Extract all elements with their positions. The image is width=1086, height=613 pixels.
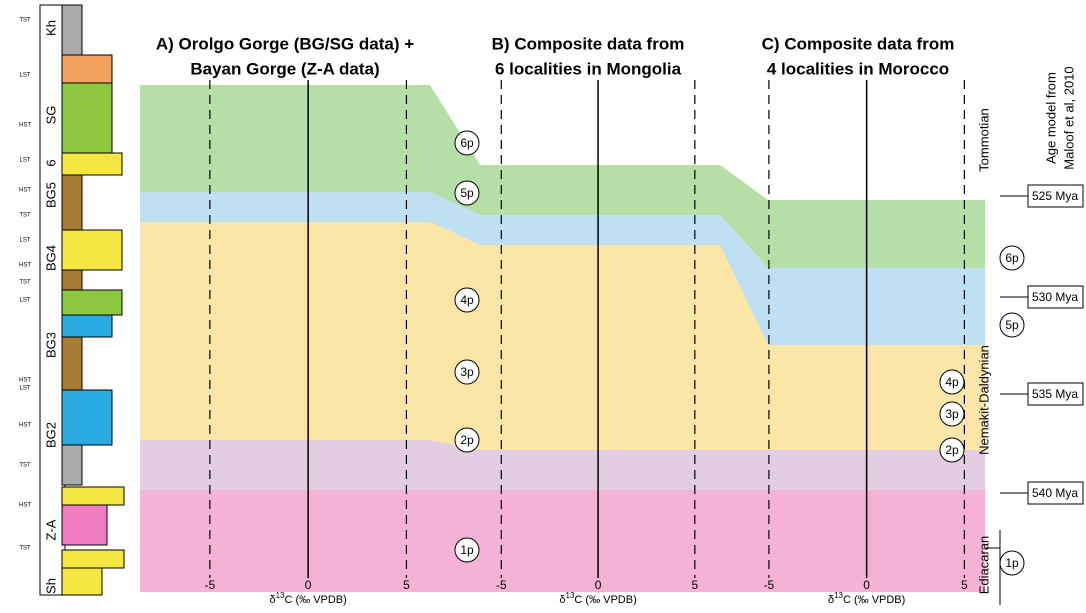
bed bbox=[62, 290, 122, 315]
x-tick-label: 5 bbox=[961, 578, 968, 592]
stage-label: Tommotian bbox=[976, 108, 991, 172]
stage-label: Ediacaran bbox=[976, 536, 991, 595]
age-label: 525 Mya bbox=[1032, 189, 1078, 203]
bed bbox=[62, 390, 112, 445]
tract-label: LST bbox=[19, 238, 30, 244]
zone-label: 1p bbox=[1005, 556, 1019, 570]
x-axis-label: δ13C (‰ VPDB) bbox=[559, 591, 636, 606]
x-tick-label: 0 bbox=[305, 578, 312, 592]
zone-label: 1p bbox=[460, 543, 474, 557]
x-tick-label: 5 bbox=[403, 578, 410, 592]
zone-label: 3p bbox=[945, 407, 959, 421]
tract-label: LST bbox=[19, 386, 30, 392]
zone-label: 5p bbox=[1005, 318, 1019, 332]
figure: Kh SG 6 BG5 BG4 BG3 BG2 Z-A Sh TST LST HST LST HST TST… bbox=[0, 0, 1086, 608]
x-tick-label: -5 bbox=[496, 578, 507, 592]
tract-label: LST bbox=[19, 158, 30, 164]
bed bbox=[62, 487, 124, 505]
bed bbox=[62, 83, 112, 153]
unit-label: BG5 bbox=[43, 182, 58, 208]
unit-label: BG4 bbox=[43, 245, 58, 271]
x-tick-label: 5 bbox=[691, 578, 698, 592]
bed bbox=[62, 153, 122, 175]
tract-label: LST bbox=[19, 298, 30, 304]
x-label-rest: C (‰ VPDB) bbox=[574, 594, 636, 606]
tract-label: TST bbox=[19, 546, 31, 552]
x-tick-label: 0 bbox=[595, 578, 602, 592]
panel-title: 6 localities in Mongolia bbox=[495, 59, 682, 78]
x-tick-label: 0 bbox=[863, 578, 870, 592]
tract-label: HST bbox=[19, 123, 31, 129]
bed bbox=[62, 550, 124, 568]
x-tick-label: -5 bbox=[764, 578, 775, 592]
tract-label: HST bbox=[19, 263, 31, 269]
bed bbox=[62, 315, 112, 337]
zone-label: 5p bbox=[460, 186, 474, 200]
bed bbox=[62, 230, 122, 270]
zone-label: 4p bbox=[945, 375, 959, 389]
zone-label: 2p bbox=[460, 433, 474, 447]
tract-label: TST bbox=[19, 280, 31, 286]
panel-title: 4 localities in Morocco bbox=[767, 59, 949, 78]
zone-band bbox=[140, 490, 985, 592]
unit-label: BG2 bbox=[43, 422, 58, 448]
unit-label: BG3 bbox=[43, 332, 58, 358]
x-label-rest: C (‰ VPDB) bbox=[284, 594, 346, 606]
unit-label: Sh bbox=[43, 578, 58, 594]
bed bbox=[62, 5, 82, 55]
tract-label: HST bbox=[19, 188, 31, 194]
age-model-title: Maloof et al, 2010 bbox=[1061, 66, 1076, 169]
tract-label: HST bbox=[19, 503, 31, 509]
tract-label: TST bbox=[19, 18, 31, 24]
x-axis-label: δ13C (‰ VPDB) bbox=[269, 591, 346, 606]
tract-label: HST bbox=[19, 378, 31, 384]
tract-label: LST bbox=[19, 73, 30, 79]
bed bbox=[62, 55, 112, 83]
panel-title: Bayan Gorge (Z-A data) bbox=[190, 59, 379, 78]
zone-label: 4p bbox=[460, 293, 474, 307]
age-label: 540 Mya bbox=[1032, 486, 1078, 500]
zone-label: 6p bbox=[460, 136, 474, 150]
unit-label: SG bbox=[43, 106, 58, 125]
zone-label: 3p bbox=[460, 365, 474, 379]
zone-label: 6p bbox=[1005, 251, 1019, 265]
strat-column: Kh SG 6 BG5 BG4 BG3 BG2 Z-A Sh TST LST HST LST HST TST… bbox=[19, 5, 124, 595]
bed bbox=[62, 505, 107, 545]
panel-title: C) Composite data from bbox=[762, 34, 955, 53]
panel-title: A) Orolgo Gorge (BG/SG data) + bbox=[156, 34, 414, 53]
bed bbox=[62, 445, 82, 485]
tract-label: TST bbox=[19, 213, 31, 219]
tract-label: TST bbox=[19, 463, 31, 469]
tract-label: HST bbox=[19, 423, 31, 429]
x-label-rest: C (‰ VPDB) bbox=[843, 594, 905, 606]
column-frame bbox=[40, 5, 65, 595]
unit-label: 6 bbox=[43, 159, 58, 166]
age-label: 535 Mya bbox=[1032, 387, 1078, 401]
age-model-title: Age model from bbox=[1043, 72, 1058, 164]
x-axis-label: δ13C (‰ VPDB) bbox=[828, 591, 905, 606]
stage-label: Nemakit-Daldynian bbox=[976, 345, 991, 455]
x-tick-label: -5 bbox=[205, 578, 216, 592]
unit-label: Kh bbox=[43, 20, 58, 36]
age-label: 530 Mya bbox=[1032, 290, 1078, 304]
panel-title: B) Composite data from bbox=[492, 34, 685, 53]
zone-label: 2p bbox=[945, 443, 959, 457]
bed bbox=[62, 568, 102, 595]
unit-label: Z-A bbox=[43, 519, 58, 540]
